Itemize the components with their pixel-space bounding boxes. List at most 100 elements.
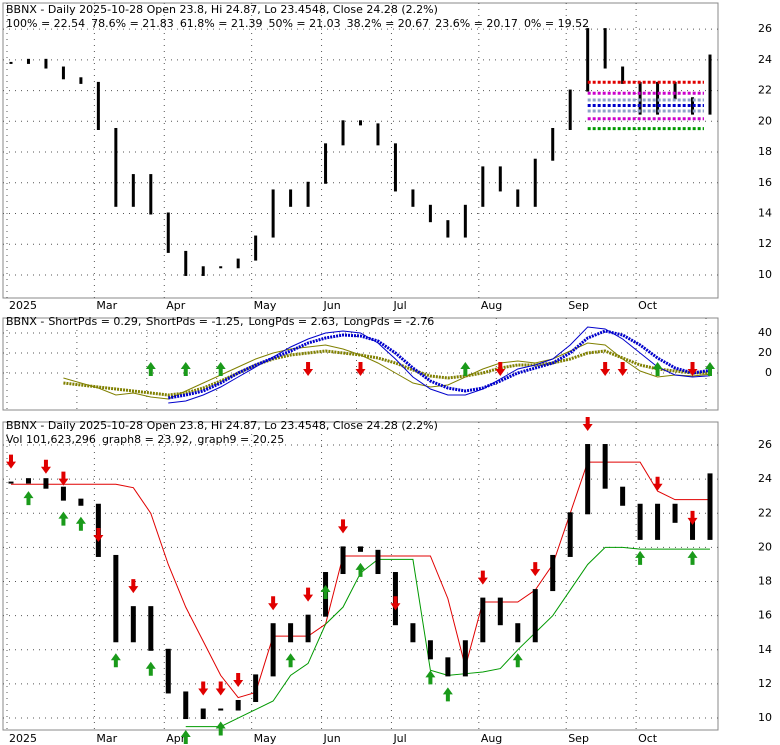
buy-arrow — [180, 730, 191, 745]
price-bar — [603, 28, 607, 69]
fib-label: 38.2% = 20.67 — [347, 17, 430, 30]
price-bar — [184, 250, 188, 276]
price-bar — [532, 589, 538, 643]
y-tick-label: 14 — [758, 643, 772, 656]
buy-arrow — [215, 721, 226, 736]
price-bar — [61, 66, 65, 80]
price-bar — [655, 503, 661, 540]
x-tick-label: 2025 — [9, 299, 37, 312]
x-tick-label: May — [254, 732, 277, 745]
buy-arrow — [320, 585, 331, 600]
legend-entry: graph8 = 23.92, — [102, 433, 192, 446]
x-tick-label: Oct — [638, 299, 658, 312]
price-bar — [427, 640, 433, 660]
panel-box — [2, 421, 719, 731]
series-line — [168, 329, 711, 400]
buy-arrow — [635, 550, 646, 565]
price-bar — [9, 61, 13, 64]
buy-arrow — [460, 362, 471, 376]
x-tick-label: Mar — [96, 299, 117, 312]
legend-entry: LongPds = 2.63, — [248, 315, 338, 328]
price-bar — [166, 212, 170, 253]
sell-arrow — [687, 510, 698, 525]
panel-box — [2, 2, 719, 299]
fib-label: 78.6% = 21.83 — [91, 17, 174, 30]
x-tick-label: Jun — [323, 732, 341, 745]
sell-arrow — [652, 476, 663, 491]
price-bar — [673, 81, 677, 100]
x-tick-label: Jul — [392, 299, 406, 312]
price-bar — [114, 127, 118, 207]
price-bar — [288, 623, 294, 643]
x-tick-label: Jun — [323, 299, 341, 312]
x-tick-label: Apr — [166, 732, 186, 745]
price-bar — [656, 81, 660, 115]
y-tick-label: 20 — [758, 114, 772, 127]
price-bar — [497, 597, 503, 626]
sell-arrow — [303, 587, 314, 602]
y-tick-label: 40 — [758, 326, 772, 339]
price-bar — [462, 640, 468, 677]
price-bar — [707, 473, 713, 540]
price-bar — [463, 204, 467, 238]
buy-arrow — [145, 362, 156, 376]
price-bar — [340, 546, 346, 575]
y-tick-label: 10 — [758, 711, 772, 724]
price-bar — [393, 143, 397, 192]
price-bar — [551, 127, 555, 161]
price-bar — [602, 444, 608, 489]
price-bar — [271, 189, 275, 238]
price-bar — [550, 554, 556, 592]
price-bar — [200, 708, 206, 720]
price-bar — [481, 166, 485, 207]
buy-arrow — [75, 516, 86, 531]
buy-arrow — [355, 562, 366, 577]
price-bar — [445, 657, 451, 677]
series-line — [63, 342, 711, 400]
price-bar — [25, 478, 31, 484]
price-bar — [149, 174, 153, 215]
price-bar — [236, 258, 240, 269]
x-tick-label: Aug — [481, 299, 502, 312]
sell-arrow — [6, 454, 16, 469]
price-bar — [620, 486, 626, 506]
y-tick-label: 22 — [758, 506, 772, 519]
sell-arrow — [600, 362, 611, 376]
price-bar — [26, 58, 30, 64]
y-tick-label: 22 — [758, 84, 772, 97]
sell-arrow — [495, 362, 506, 376]
fib-label: 0% = 19.52 — [524, 17, 589, 30]
price-bar — [130, 606, 136, 643]
price-bar — [708, 54, 712, 115]
price-bar — [201, 266, 205, 276]
legend-entry: LongPds = -2.76 — [344, 315, 435, 328]
sell-arrow — [582, 417, 593, 432]
sell-arrow — [617, 362, 628, 376]
price-bar — [428, 204, 432, 223]
sell-arrow — [303, 362, 314, 376]
fib-label: 100% = 22.54 — [6, 17, 85, 30]
buy-arrow — [180, 362, 191, 376]
price-bar — [568, 89, 572, 130]
x-tick-label: Oct — [638, 732, 658, 745]
chart-title: BBNX - Daily 2025-10-28 Open 23.8, Hi 24… — [6, 419, 438, 432]
price-bar — [375, 549, 381, 575]
price-bar — [411, 189, 415, 207]
series-line — [11, 461, 710, 699]
buy-arrow — [687, 550, 698, 565]
y-tick-label: 26 — [758, 438, 772, 451]
volume-label: Vol 101,623,296 — [6, 433, 96, 446]
y-tick-label: 24 — [758, 472, 772, 485]
x-tick-label: Jul — [392, 732, 406, 745]
price-bar — [270, 623, 276, 677]
series-line — [63, 349, 711, 397]
y-tick-label: 18 — [758, 145, 772, 158]
y-tick-label: 20 — [758, 346, 772, 359]
sell-arrow — [198, 681, 209, 696]
price-bar — [498, 166, 502, 192]
buy-arrow — [425, 670, 436, 685]
price-bar — [586, 28, 590, 92]
fib-label: 61.8% = 21.39 — [180, 17, 263, 30]
price-bar — [324, 143, 328, 184]
price-bar — [515, 623, 521, 643]
